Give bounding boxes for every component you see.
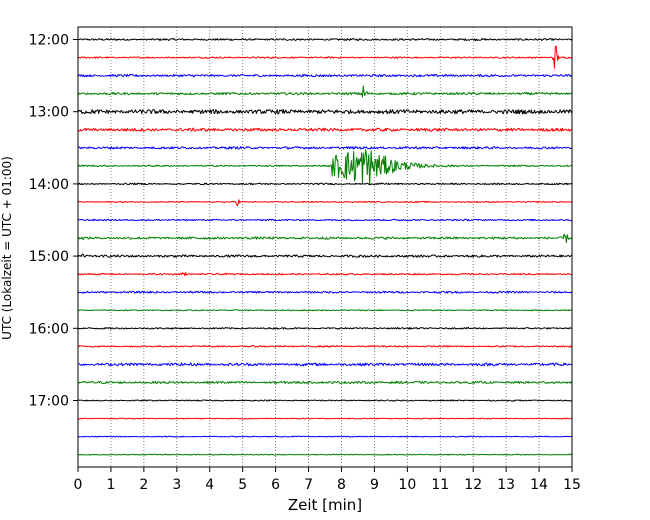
- trace-row-1645: [77, 380, 573, 385]
- x-tick-label: 11: [431, 477, 449, 493]
- x-tick-label: 3: [172, 477, 181, 493]
- trace-row-1315: [77, 127, 573, 132]
- trace-row-1545: [77, 309, 573, 312]
- trace-row-1700: [77, 399, 573, 402]
- trace-row-1630: [77, 362, 573, 367]
- trace-row-1230: [77, 73, 573, 78]
- y-tick-label: 16:00: [29, 321, 69, 337]
- plot-frame: [77, 26, 573, 468]
- x-axis-ticks: 0 1 2 3 4 5 6 7 8 9 10 11 12 13 14 15: [74, 467, 581, 493]
- x-tick-label: 1: [106, 477, 115, 493]
- x-tick-label: 2: [139, 477, 148, 493]
- trace-row-1500: [77, 253, 573, 258]
- y-axis-label: UTC (Lokalzeit = UTC + 01:00): [0, 156, 14, 340]
- y-tick-label: 15:00: [29, 249, 69, 265]
- vertical-grid: [110, 27, 540, 467]
- trace-row-1530: [77, 290, 573, 294]
- trace-row-1430: [77, 218, 573, 222]
- trace-row-1300: [77, 109, 573, 115]
- y-tick-label: 14:00: [29, 177, 69, 193]
- x-tick-label: 6: [271, 477, 280, 493]
- y-tick-label: 13:00: [29, 105, 69, 121]
- trace-row-1200: [77, 38, 573, 41]
- x-tick-label: 14: [530, 477, 548, 493]
- x-tick-label: 4: [205, 477, 214, 493]
- trace-row-1615: [77, 345, 573, 348]
- trace-row-1345: [77, 149, 573, 185]
- x-tick-label: 9: [370, 477, 379, 493]
- trace-row-1715: [77, 417, 573, 420]
- x-tick-label: 10: [398, 477, 416, 493]
- x-axis-label: Zeit [min]: [288, 496, 362, 514]
- x-tick-label: 5: [238, 477, 247, 493]
- trace-row-1215: [77, 45, 573, 69]
- x-tick-label: 13: [497, 477, 515, 493]
- trace-row-1330: [77, 146, 573, 150]
- seismic-traces: [77, 38, 573, 456]
- trace-row-1400: [77, 182, 573, 186]
- x-tick-label: 7: [304, 477, 313, 493]
- trace-row-1515: [77, 272, 573, 277]
- trace-row-1445: [77, 233, 573, 244]
- y-axis-ticks: 12:00 13:00 14:00 15:00 16:00 17:00: [29, 33, 78, 410]
- y-tick-label: 17:00: [29, 394, 69, 410]
- y-tick-label: 12:00: [29, 33, 69, 49]
- trace-row-1730: [77, 435, 573, 438]
- x-tick-label: 0: [74, 477, 83, 493]
- x-tick-label: 12: [464, 477, 482, 493]
- trace-row-1245: [77, 85, 573, 98]
- trace-row-1600: [77, 326, 573, 330]
- x-tick-label: 15: [563, 477, 581, 493]
- trace-row-1745: [77, 453, 573, 456]
- x-tick-label: 8: [337, 477, 346, 493]
- trace-row-1415: [77, 199, 573, 207]
